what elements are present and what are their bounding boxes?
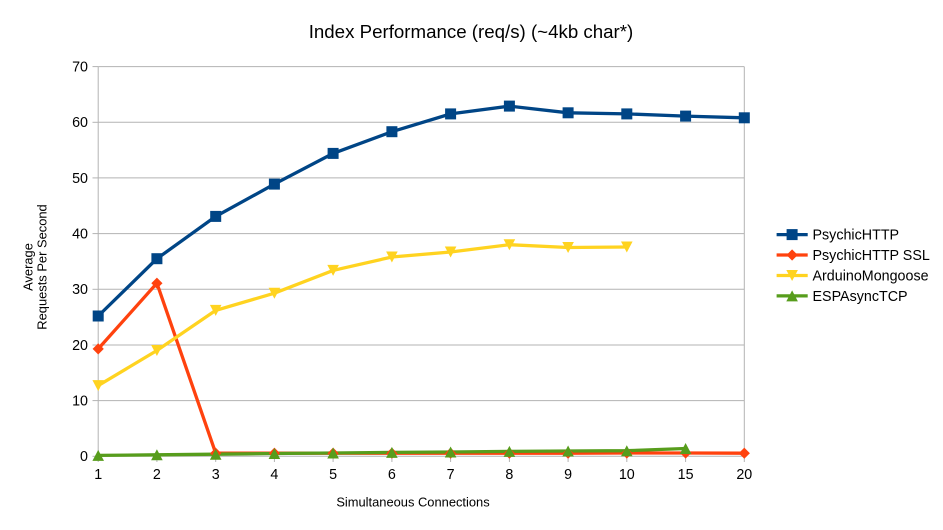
- svg-text:9: 9: [564, 467, 572, 483]
- svg-text:4: 4: [270, 467, 278, 483]
- svg-text:PsychicHTTP: PsychicHTTP: [813, 228, 900, 244]
- svg-text:5: 5: [329, 467, 337, 483]
- svg-text:ArduinoMongoose: ArduinoMongoose: [813, 268, 929, 284]
- svg-text:60: 60: [72, 115, 88, 131]
- svg-text:40: 40: [72, 227, 88, 243]
- svg-text:0: 0: [80, 449, 88, 465]
- svg-text:Index Performance (req/s) (~4k: Index Performance (req/s) (~4kb char*): [309, 21, 634, 42]
- svg-text:Simultaneous Connections: Simultaneous Connections: [336, 495, 489, 510]
- svg-text:70: 70: [72, 60, 88, 76]
- svg-text:10: 10: [72, 394, 88, 410]
- svg-text:10: 10: [619, 467, 635, 483]
- svg-text:1: 1: [94, 467, 102, 483]
- svg-text:30: 30: [72, 282, 88, 298]
- svg-text:PsychicHTTP SSL: PsychicHTTP SSL: [813, 248, 930, 264]
- svg-text:6: 6: [388, 467, 396, 483]
- svg-text:20: 20: [72, 338, 88, 354]
- svg-text:ESPAsyncTCP: ESPAsyncTCP: [813, 289, 908, 305]
- svg-text:7: 7: [447, 467, 455, 483]
- svg-text:Requests Per Second: Requests Per Second: [34, 204, 49, 329]
- svg-text:20: 20: [736, 467, 752, 483]
- svg-text:3: 3: [212, 467, 220, 483]
- svg-text:Average: Average: [21, 243, 36, 291]
- svg-text:2: 2: [153, 467, 161, 483]
- svg-text:15: 15: [678, 467, 694, 483]
- svg-text:8: 8: [505, 467, 513, 483]
- svg-text:50: 50: [72, 171, 88, 187]
